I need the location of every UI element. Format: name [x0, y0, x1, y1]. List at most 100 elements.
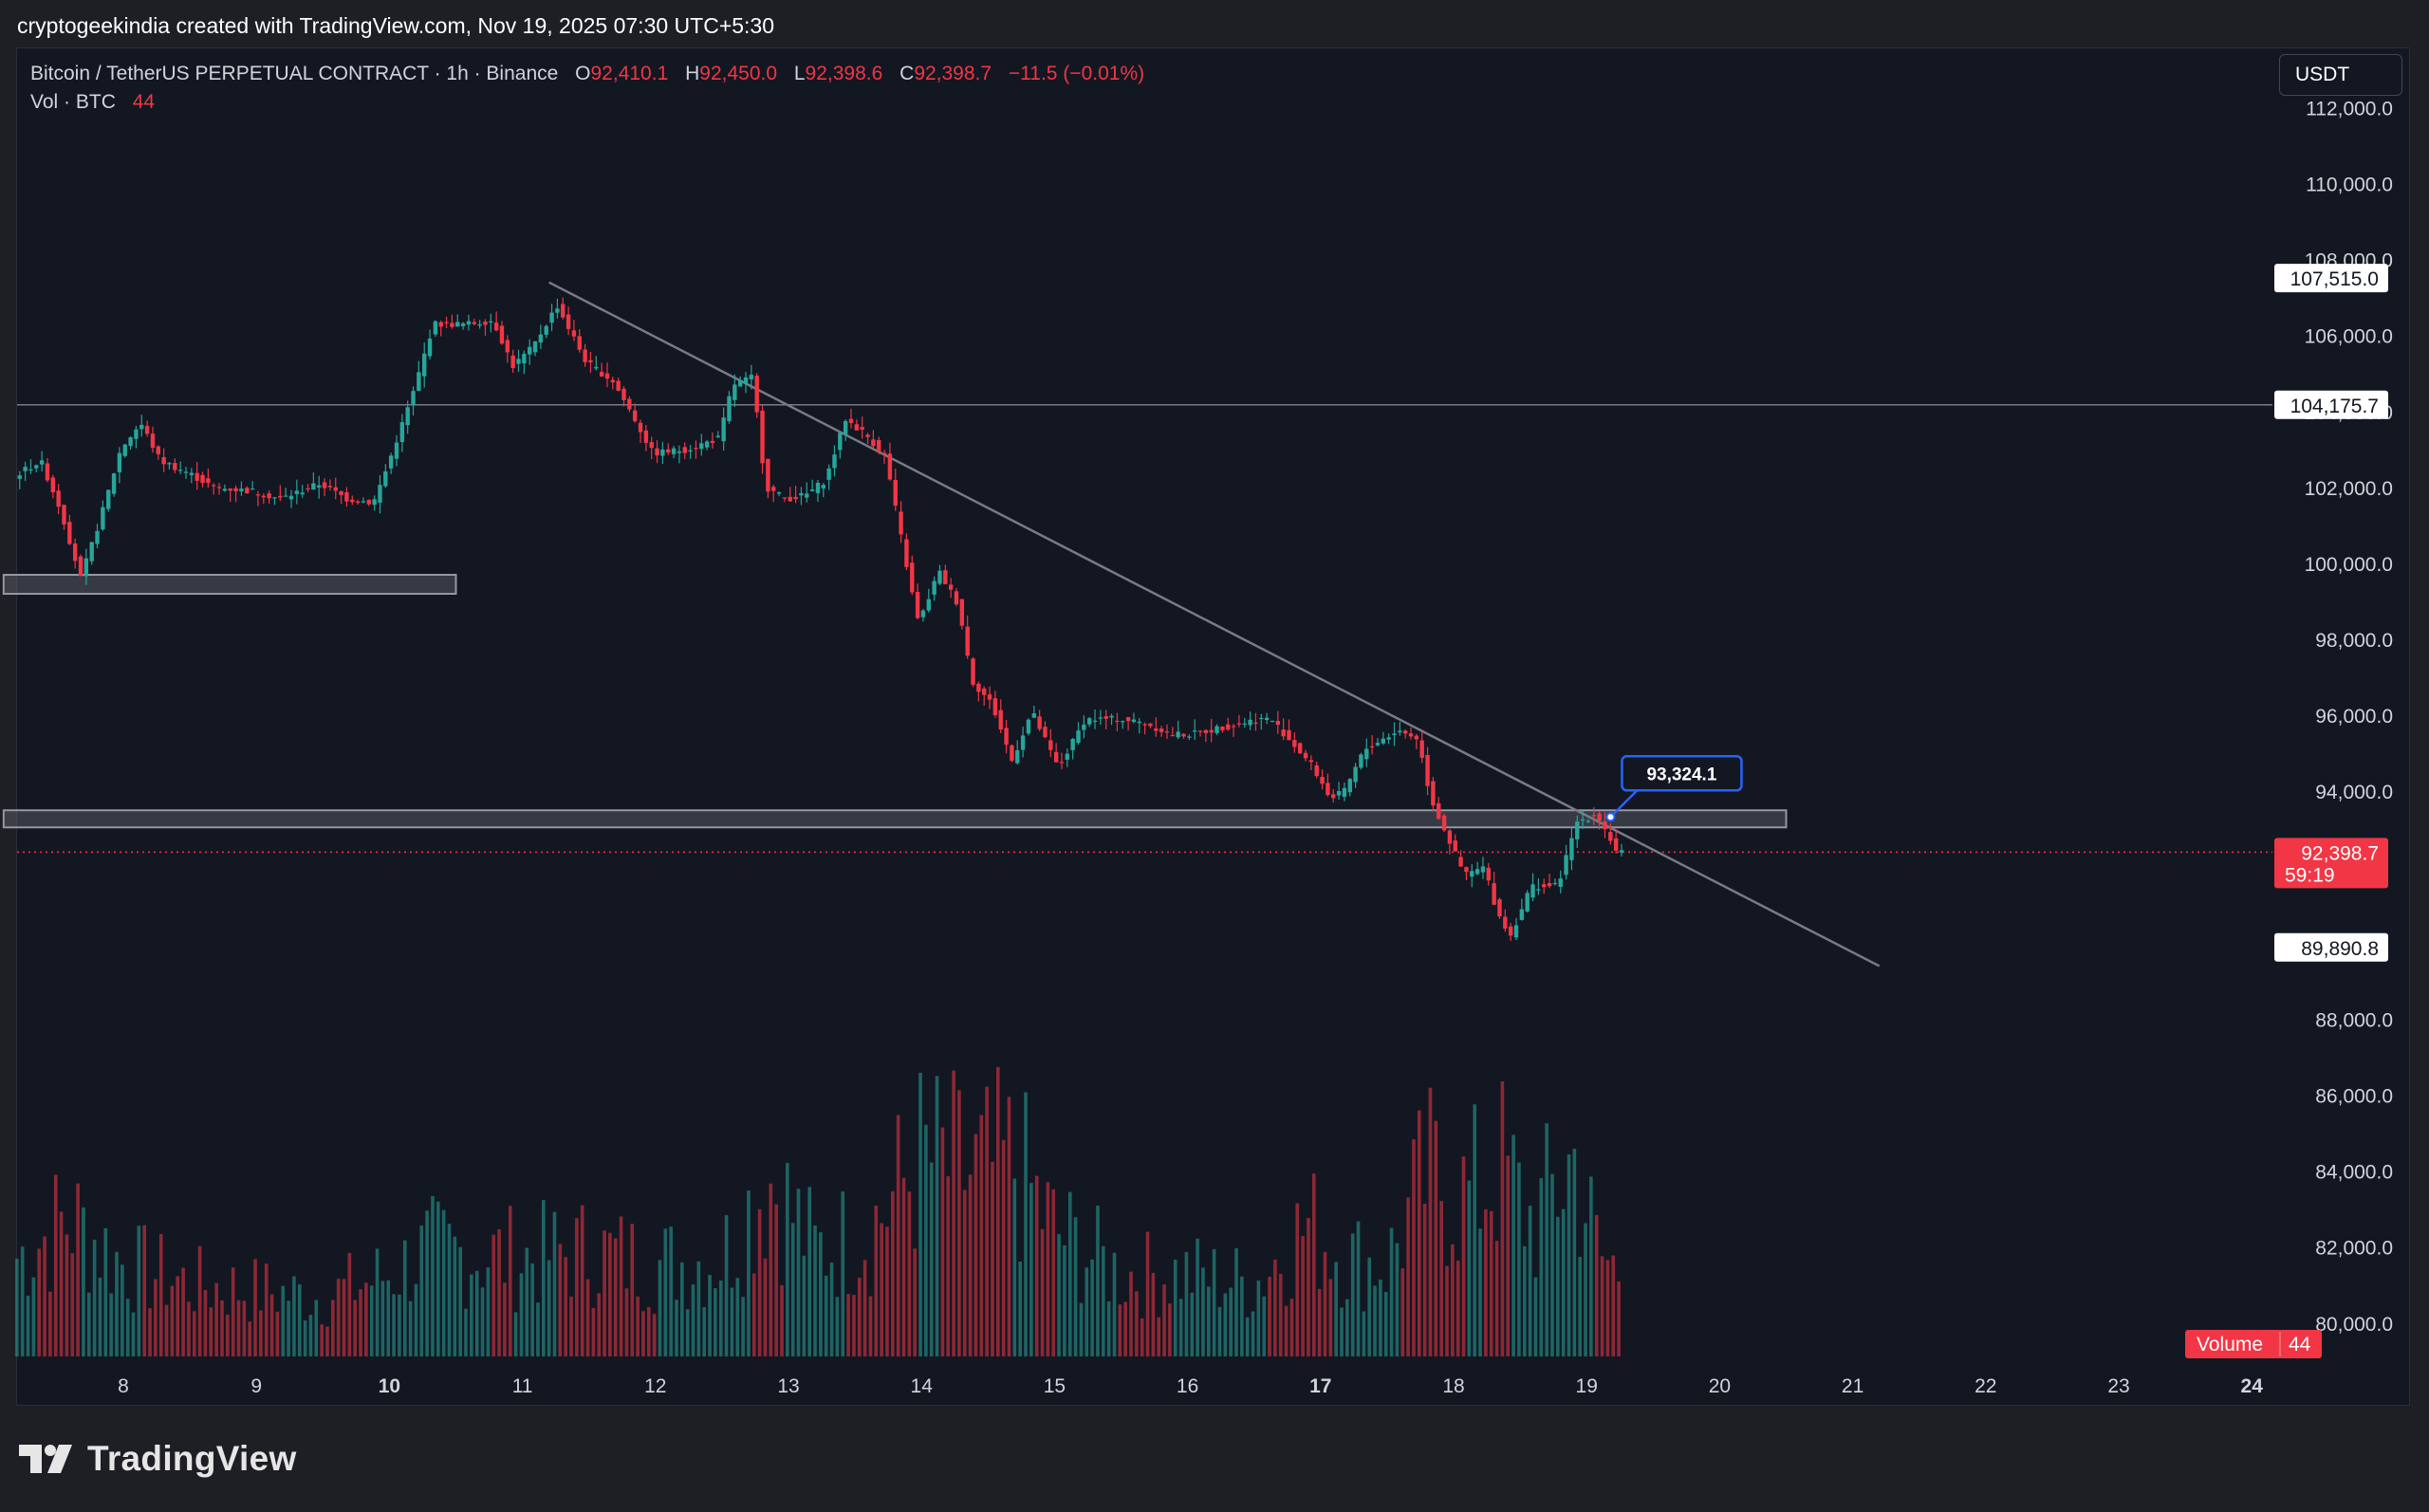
candle-body: [1431, 781, 1436, 806]
candle-body: [1619, 850, 1624, 853]
candle-body: [339, 490, 343, 495]
candle-body: [1275, 720, 1281, 726]
volume-bar: [1112, 1252, 1117, 1356]
candle-body: [1292, 740, 1297, 747]
symbol-title[interactable]: Bitcoin / TetherUS PERPETUAL CONTRACT · …: [30, 63, 559, 84]
volume-badge-label: Volume: [2197, 1334, 2263, 1355]
candle-body: [760, 410, 765, 464]
candle-body: [566, 314, 571, 329]
volume-bar: [436, 1201, 440, 1356]
volume-bar: [1184, 1251, 1189, 1356]
candle-body: [737, 379, 743, 387]
volume-bar: [192, 1311, 196, 1356]
volume-bar: [1096, 1206, 1100, 1356]
candle-body: [1131, 719, 1137, 723]
support-zones: [2, 573, 1788, 829]
volume-bar: [802, 1255, 807, 1356]
volume-bar: [641, 1311, 645, 1356]
candle-body: [1353, 766, 1358, 783]
candle-body: [388, 455, 394, 469]
time-tick-label: 14: [911, 1375, 934, 1397]
volume-bar: [786, 1162, 789, 1356]
volume-bar: [646, 1306, 651, 1356]
volume-bar: [1173, 1259, 1177, 1356]
volume-bar: [1196, 1238, 1199, 1356]
candle-body: [1037, 716, 1042, 729]
candle-body: [45, 463, 50, 481]
volume-bars: [15, 1066, 1621, 1356]
candle-body: [300, 492, 305, 495]
tradingview-brand[interactable]: TradingView: [19, 1437, 297, 1481]
time-tick-label: 12: [644, 1375, 666, 1397]
candle-body: [1603, 821, 1607, 830]
volume-bar: [1190, 1292, 1195, 1356]
volume-bar: [613, 1238, 618, 1356]
candle-body: [881, 452, 887, 455]
volume-bar: [37, 1248, 42, 1356]
candle-body: [832, 454, 837, 469]
volume-bar: [1367, 1257, 1372, 1356]
candle-body: [499, 325, 505, 344]
volume-bar: [525, 1247, 529, 1356]
open-value: 92,410.1: [590, 63, 669, 84]
volume-legend: Vol · BTC 44: [30, 91, 155, 114]
candle-body: [1297, 743, 1303, 754]
candle-body: [195, 472, 199, 481]
candle-body: [604, 373, 610, 379]
candle-body: [1474, 869, 1480, 875]
volume-bar: [1234, 1247, 1238, 1356]
volume-bar: [259, 1310, 263, 1356]
candle-body: [1414, 735, 1419, 740]
volume-bar: [392, 1294, 396, 1356]
volume-bar: [1090, 1259, 1094, 1356]
volume-bar: [996, 1066, 1000, 1356]
volume-bar: [1135, 1291, 1139, 1356]
candle-body: [522, 353, 527, 364]
horizontal-lines: [17, 404, 2272, 854]
volume-bar: [1024, 1092, 1028, 1356]
volume-bar: [852, 1295, 856, 1356]
candle-body: [1552, 882, 1558, 885]
volume-bar: [1489, 1210, 1493, 1356]
support-zone: [2, 809, 1788, 829]
callout-pointer: [1609, 787, 1641, 819]
candle-body: [139, 424, 144, 430]
candle-body: [106, 489, 111, 509]
high-key: H: [685, 63, 700, 84]
volume-bar: [1311, 1173, 1316, 1356]
volume-bar: [624, 1288, 629, 1356]
candle-body: [527, 346, 532, 355]
volume-bar: [857, 1277, 862, 1356]
candle-body: [1558, 878, 1563, 887]
volume-bar: [1140, 1318, 1144, 1356]
chart-caption: cryptogeekindia created with TradingView…: [17, 13, 775, 38]
candle-body: [577, 336, 582, 350]
currency-selector[interactable]: USDT: [2279, 54, 2402, 96]
candle-body: [1214, 726, 1219, 733]
candle-body: [1525, 893, 1530, 912]
volume-bar: [1278, 1274, 1283, 1356]
time-axis[interactable]: 8 9 10 11 12 13 14 15 16 17 18 19 20 21 22 23 24: [118, 1375, 2263, 1397]
candle-body: [516, 359, 521, 364]
volume-bar: [398, 1294, 401, 1356]
candle-body: [809, 489, 815, 491]
candle-body: [1392, 733, 1397, 735]
volume-bar: [1262, 1296, 1267, 1356]
candle-body: [920, 610, 926, 618]
candle-body: [1347, 779, 1352, 793]
low-value: 92,398.6: [805, 63, 883, 84]
candle-body: [1480, 866, 1486, 873]
volume-bar: [1373, 1285, 1377, 1356]
volume-bar: [242, 1300, 247, 1356]
price-tick-label: 80,000.0: [2315, 1314, 2393, 1336]
candle-body: [1209, 729, 1214, 733]
volume-label[interactable]: Vol · BTC: [30, 91, 116, 113]
candle-body: [627, 398, 632, 410]
volume-bar: [991, 1161, 994, 1356]
volume-bar: [1533, 1277, 1538, 1356]
candle-body: [1381, 738, 1386, 744]
volume-bar: [813, 1225, 817, 1356]
volume-bar: [347, 1252, 352, 1356]
chart-frame[interactable]: [16, 47, 2410, 1406]
